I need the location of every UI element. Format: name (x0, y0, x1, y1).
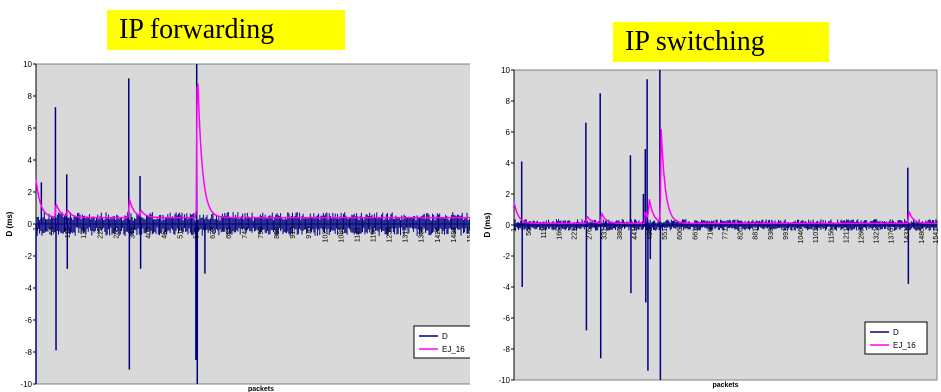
x-tick-label: 276 (587, 228, 594, 240)
chart-title-right: IP switching (613, 22, 829, 62)
y-tick-label: 0 (28, 220, 33, 229)
y-tick-label: -4 (25, 284, 33, 293)
x-tick-label: 1541 (933, 228, 940, 244)
x-tick-label: 1369 (419, 227, 426, 243)
legend-label-D: D (442, 332, 448, 341)
legend-box (864, 321, 928, 355)
x-tick-label: 1483 (451, 227, 458, 243)
x-tick-label: 58 (49, 227, 56, 235)
x-tick-label: 457 (162, 227, 169, 239)
series-EJ_16-line (35, 82, 470, 219)
y-tick-label: 0 (506, 221, 511, 230)
y-tick-label: 2 (506, 190, 511, 199)
x-tick-label: 628 (210, 227, 217, 239)
y-tick-label: -10 (498, 376, 510, 385)
y-tick-label: 6 (506, 128, 511, 137)
y-tick-label: -10 (20, 380, 32, 389)
x-tick-label: 1312 (403, 227, 410, 243)
y-axis-label: D (ms) (483, 212, 492, 237)
y-tick-label: 10 (23, 60, 32, 69)
y-tick-label: -6 (503, 314, 511, 323)
x-tick-label: 115 (65, 227, 72, 238)
x-tick-label: 856 (274, 227, 281, 239)
x-tick-label: 1198 (371, 227, 378, 242)
y-tick-label: -8 (25, 348, 33, 357)
x-tick-label: 1431 (904, 228, 911, 244)
x-axis-label: packets (248, 386, 274, 392)
x-tick-label: 1266 (858, 228, 865, 244)
y-tick-label: -4 (503, 283, 511, 292)
legend-label-EJ_16: EJ_16 (442, 345, 465, 354)
x-tick-label: 685 (226, 227, 233, 239)
x-tick-label: 514 (178, 227, 185, 239)
x-tick-label: 1141 (354, 227, 361, 242)
legend: D EJ_16 (864, 321, 928, 355)
x-tick-label: 1084 (338, 227, 345, 243)
y-tick-label: 2 (28, 188, 33, 197)
x-tick-label: 400 (146, 227, 153, 239)
x-tick-label: 172 (81, 227, 88, 239)
x-tick-label: 1 (33, 227, 40, 231)
x-tick-label: 1376 (889, 228, 896, 244)
x-tick-label: 826 (738, 228, 745, 240)
x-tick-label: 111 (541, 228, 548, 239)
legend-label-D: D (893, 328, 899, 337)
x-tick-label: 913 (290, 227, 297, 239)
y-tick-label: 10 (501, 66, 510, 75)
x-tick-label: 771 (723, 228, 730, 240)
x-tick-label: 1101 (813, 228, 820, 243)
legend: D EJ_16 (413, 325, 470, 359)
x-tick-label: 1540 (467, 227, 470, 243)
x-tick-label: 1156 (828, 228, 835, 243)
y-tick-label: -2 (503, 252, 511, 261)
x-tick-label: 716 (707, 228, 714, 240)
chart-title-left: IP forwarding (107, 10, 345, 50)
x-tick-label: 1426 (435, 227, 442, 243)
x-tick-label: 799 (258, 227, 265, 239)
y-tick-label: 8 (506, 97, 511, 106)
x-tick-label: 936 (768, 228, 775, 240)
y-tick-label: 4 (506, 159, 511, 168)
y-tick-label: 8 (28, 92, 33, 101)
y-tick-label: -6 (25, 316, 33, 325)
x-tick-label: 991 (783, 228, 790, 240)
x-tick-label: 1027 (322, 227, 329, 243)
x-tick-label: 1255 (387, 227, 394, 243)
x-tick-label: 286 (113, 227, 120, 239)
x-tick-label: 331 (602, 228, 609, 240)
y-tick-label: -2 (25, 252, 33, 261)
x-tick-label: 551 (662, 228, 669, 240)
x-tick-label: 1321 (874, 228, 881, 244)
x-tick-label: 343 (129, 227, 136, 239)
y-tick-label: 6 (28, 124, 33, 133)
y-axis-label: D (ms) (5, 211, 14, 236)
x-tick-label: 1486 (919, 228, 926, 244)
x-axis-label: packets (712, 382, 738, 389)
y-tick-label: -8 (503, 345, 511, 354)
x-tick-label: 881 (753, 228, 760, 240)
x-tick-label: 166 (556, 228, 563, 240)
x-tick-label: 742 (242, 227, 249, 239)
x-tick-label: 56 (526, 228, 533, 236)
x-tick-label: 221 (571, 228, 578, 240)
legend-label-EJ_16: EJ_16 (893, 341, 916, 350)
chart-ip-forwarding: -10 -8 -6 -4 -2 0 2 4 6 8 10 D (ms) 1 58 115 172 229 286 3… (5, 60, 470, 392)
x-tick-label: 606 (677, 228, 684, 240)
x-tick-label: 1211 (843, 228, 850, 243)
y-tick-label: 4 (28, 156, 33, 165)
x-tick-label: 441 (632, 228, 639, 240)
x-tick-label: 970 (306, 227, 313, 239)
chart-ip-switching: -10 -8 -6 -4 -2 0 2 4 6 8 10 D (ms) 1 56 111 166 221 276 3… (483, 66, 940, 389)
x-tick-label: 496 (647, 228, 654, 240)
x-tick-label: 1046 (798, 228, 805, 244)
x-tick-label: 229 (97, 227, 104, 239)
x-tick-label: 1 (511, 228, 518, 232)
x-tick-label: 571 (194, 227, 201, 239)
legend-box (413, 325, 470, 359)
x-tick-label: 661 (692, 228, 699, 240)
x-tick-label: 386 (617, 228, 624, 240)
series-EJ_16-line (513, 129, 937, 225)
